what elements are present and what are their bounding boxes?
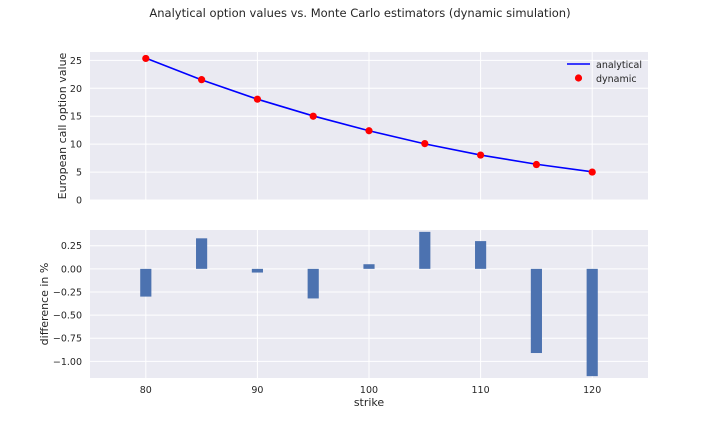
dynamic-point <box>198 76 206 84</box>
difference-bar <box>419 231 431 269</box>
dynamic-point <box>253 95 261 103</box>
top-y-tick-label: 5 <box>76 168 82 179</box>
difference-bar <box>196 238 208 269</box>
figure-title: Analytical option values vs. Monte Carlo… <box>149 6 570 20</box>
bottom-x-tick-label: 120 <box>583 385 601 396</box>
bottom-y-tick-label: −0.50 <box>53 311 82 322</box>
difference-bar <box>363 264 375 269</box>
legend-dynamic-label: dynamic <box>596 74 637 85</box>
bottom-x-tick-labels: 80 90 100 110 120 <box>140 385 602 396</box>
difference-bar <box>251 268 263 273</box>
bottom-y-tick-label: −0.75 <box>53 334 82 345</box>
legend-dynamic-swatch <box>574 74 583 82</box>
top-chart-panel: 0 5 10 15 20 25 European call option value an… <box>56 52 648 207</box>
top-y-axis-label: European call option value <box>56 52 69 199</box>
top-series-layer <box>142 54 596 176</box>
dynamic-point <box>142 54 150 63</box>
bottom-x-tick-label: 90 <box>251 385 263 396</box>
dynamic-point <box>365 127 373 135</box>
top-y-tick-label: 0 <box>76 196 82 207</box>
top-gridlines <box>90 52 648 201</box>
top-y-tick-label: 20 <box>70 84 82 95</box>
bottom-x-axis-label: strike <box>354 396 385 409</box>
dynamic-point <box>477 151 485 159</box>
difference-bar <box>586 268 598 377</box>
bottom-y-tick-labels: −1.00 −0.75 −0.50 −0.25 0.00 0.25 <box>53 241 82 368</box>
bottom-bars-layer <box>140 231 598 377</box>
bottom-y-tick-label: 0.00 <box>61 264 82 275</box>
dynamic-point <box>532 160 541 169</box>
bottom-y-tick-label: −1.00 <box>53 357 82 368</box>
bottom-y-axis-label: difference in % <box>38 263 51 346</box>
top-y-tick-labels: 0 5 10 15 20 25 <box>70 56 82 207</box>
bottom-chart-panel: −1.00 −0.75 −0.50 −0.25 0.00 0.25 80 90 100 110 1… <box>38 230 648 409</box>
bottom-y-tick-label: −0.25 <box>53 287 82 298</box>
bottom-x-tick-label: 80 <box>140 385 152 396</box>
top-y-tick-label: 10 <box>70 140 82 151</box>
difference-bar <box>475 241 487 269</box>
dynamic-point <box>309 112 317 120</box>
bottom-x-tick-label: 110 <box>472 385 490 396</box>
legend-analytical-label: analytical <box>596 60 642 71</box>
difference-bar <box>140 268 152 297</box>
difference-bar <box>307 268 319 299</box>
top-y-tick-label: 25 <box>70 56 82 67</box>
legend: analytical dynamic <box>567 60 642 85</box>
difference-bar <box>530 268 542 354</box>
dynamic-point <box>588 168 596 176</box>
top-y-tick-label: 15 <box>70 112 82 123</box>
bottom-y-tick-label: 0.25 <box>61 241 82 252</box>
dynamic-point <box>421 139 429 148</box>
bottom-x-tick-label: 100 <box>360 385 378 396</box>
